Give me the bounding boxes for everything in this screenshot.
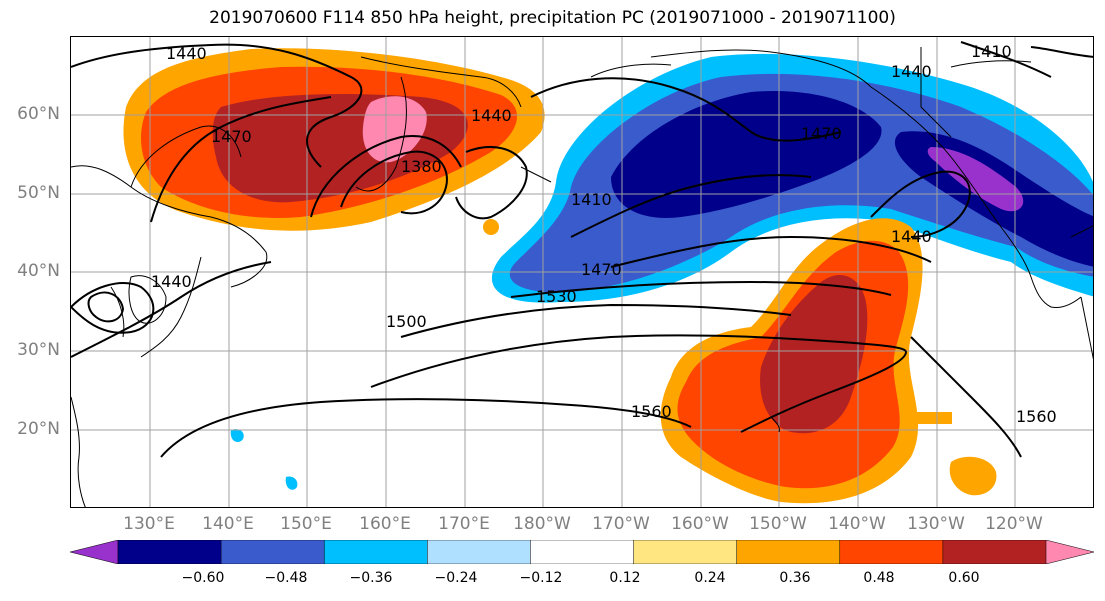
contour-label: 1530 (536, 287, 577, 306)
colorbar-tick: −0.60 (181, 570, 225, 586)
graticule (71, 37, 1093, 507)
colorbar-tick: 0.24 (694, 570, 726, 586)
contour-label: 1410 (971, 42, 1012, 61)
contour-label: 1560 (1016, 407, 1057, 426)
colorbar-tick: 0.12 (609, 570, 641, 586)
lon-label: 180°W (513, 514, 571, 534)
map-canvas: 1440 1470 1440 1380 1410 1470 1440 1410 … (71, 37, 1093, 507)
lat-label: 20°N (17, 419, 60, 439)
coastlines (71, 47, 1093, 507)
colorbar-segment (1045, 540, 1094, 564)
height-contours (71, 41, 1093, 458)
colorbar-segment (530, 540, 635, 564)
contour-labels: 1440 1470 1440 1380 1410 1470 1440 1410 … (151, 42, 1057, 426)
contour-label: 1470 (801, 124, 842, 143)
contour-label: 1470 (211, 127, 252, 146)
colorbar-segment (427, 540, 532, 564)
colorbar-tick: 0.48 (863, 570, 895, 586)
lon-label: 170°E (438, 514, 490, 534)
lon-label: 130°W (907, 514, 965, 534)
lon-label: 150°W (749, 514, 807, 534)
contour-label: 1410 (571, 190, 612, 209)
colorbar-tick: −0.36 (349, 570, 393, 586)
lat-label: 60°N (17, 104, 60, 124)
lon-label: 160°W (671, 514, 729, 534)
contour-label: 1380 (401, 157, 442, 176)
precip-shading (123, 48, 1093, 504)
lon-label: 130°E (123, 514, 175, 534)
colorbar-segment (736, 540, 841, 564)
map-panel: 1440 1470 1440 1380 1410 1470 1440 1410 … (70, 36, 1094, 508)
map-title: 2019070600 F114 850 hPa height, precipit… (209, 8, 896, 28)
lat-label: 50°N (17, 183, 60, 203)
lon-label: 120°W (985, 514, 1043, 534)
contour-label: 1500 (386, 312, 427, 331)
lon-label: 150°E (280, 514, 332, 534)
contour-label: 1440 (891, 62, 932, 81)
lon-label: 140°W (828, 514, 886, 534)
colorbar-segment (323, 540, 429, 564)
colorbar-segment (117, 540, 222, 564)
contour-label: 1470 (581, 260, 622, 279)
colorbar-segment (633, 540, 738, 564)
lon-label: 170°W (592, 514, 650, 534)
lon-label: 160°E (359, 514, 411, 534)
colorbar-segment (839, 540, 944, 564)
contour-label: 1440 (151, 272, 192, 291)
colorbar-tick: −0.12 (519, 570, 563, 586)
colorbar-tick: −0.48 (264, 570, 308, 586)
colorbar-tick: −0.24 (434, 570, 478, 586)
colorbar-tick: 0.36 (779, 570, 811, 586)
lat-label: 30°N (17, 340, 60, 360)
contour-label: 1440 (166, 44, 207, 63)
lat-label: 40°N (17, 261, 60, 281)
lon-label: 140°E (202, 514, 254, 534)
colorbar-segment (220, 540, 325, 564)
contour-label: 1440 (891, 227, 932, 246)
colorbar (70, 540, 1094, 564)
contour-label: 1560 (631, 402, 672, 421)
colorbar-segment (942, 540, 1047, 564)
colorbar-tick: 0.60 (948, 570, 980, 586)
contour-label: 1440 (471, 106, 512, 125)
colorbar-segment (70, 540, 119, 564)
